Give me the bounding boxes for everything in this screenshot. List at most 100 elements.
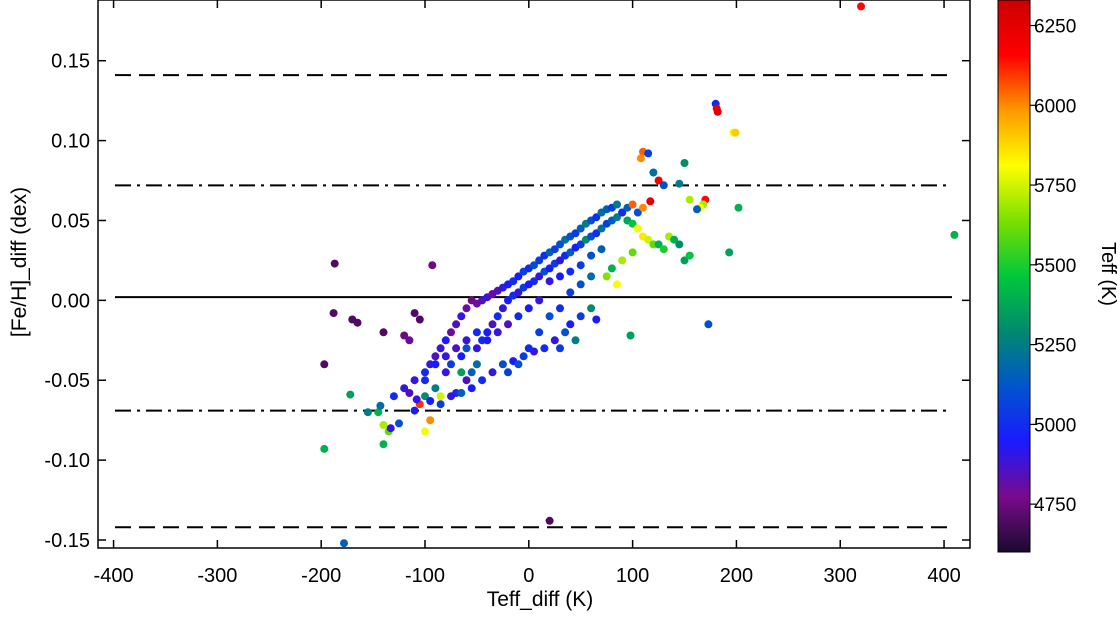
data-point	[472, 344, 481, 353]
data-point	[431, 384, 440, 393]
data-point	[644, 235, 653, 244]
data-point	[353, 318, 362, 327]
x-tick-label: 400	[927, 565, 960, 587]
data-point	[441, 336, 450, 345]
data-point	[530, 261, 538, 270]
x-tick-label: -200	[301, 565, 341, 587]
data-point	[452, 320, 461, 329]
data-point	[488, 320, 497, 329]
data-point	[379, 328, 388, 337]
data-point	[431, 360, 440, 369]
data-point	[535, 296, 544, 305]
data-point	[410, 406, 419, 415]
data-point	[587, 251, 596, 260]
data-point	[462, 304, 471, 313]
data-point	[412, 395, 421, 404]
data-point	[649, 168, 658, 177]
data-point	[436, 344, 445, 353]
data-point	[379, 440, 388, 449]
data-point	[597, 245, 606, 254]
data-point	[509, 277, 518, 286]
data-point	[556, 272, 564, 281]
data-point	[452, 344, 461, 353]
x-tick-label: 200	[720, 565, 753, 587]
data-point	[421, 427, 429, 436]
data-point	[363, 408, 372, 417]
data-point	[545, 264, 554, 273]
data-point	[857, 2, 865, 11]
plot-frame	[97, 0, 971, 549]
data-point	[566, 248, 575, 257]
data-point	[410, 376, 419, 385]
colorbar-tick-label: 5500	[1034, 256, 1076, 277]
data-point	[680, 256, 689, 265]
x-tick-label: 300	[824, 565, 857, 587]
data-point	[556, 344, 564, 353]
data-point	[693, 205, 701, 214]
data-point	[431, 352, 440, 361]
data-point	[556, 304, 564, 313]
data-point	[426, 397, 435, 405]
data-point	[675, 179, 684, 188]
data-point	[447, 328, 455, 337]
y-axis-label: [Fe/H]_diff (dex)	[8, 187, 31, 337]
data-point	[680, 159, 689, 167]
colorbar-tick-label: 5750	[1034, 176, 1076, 197]
data-point	[550, 245, 559, 254]
y-tick-label: 0.00	[51, 290, 90, 312]
data-point	[329, 309, 338, 318]
data-point	[320, 360, 329, 369]
data-point	[628, 219, 637, 228]
y-tick-label: 0.15	[51, 51, 90, 73]
data-point	[950, 230, 959, 239]
data-point	[421, 376, 429, 385]
data-point	[587, 272, 596, 281]
data-point	[628, 248, 637, 257]
data-point	[478, 376, 487, 385]
y-tick-label: -0.10	[44, 450, 90, 472]
data-point	[514, 312, 523, 321]
data-point	[395, 419, 403, 428]
data-point	[654, 240, 663, 249]
data-point	[571, 336, 580, 345]
data-point	[628, 200, 637, 209]
data-point	[540, 344, 549, 353]
x-tick-label: -100	[405, 565, 445, 587]
data-point	[633, 224, 642, 233]
data-point	[457, 312, 466, 321]
data-point	[545, 277, 554, 286]
data-point	[576, 280, 585, 289]
data-point	[602, 272, 611, 281]
x-axis: -400 -300 -200 -100 0 100 200 300 400	[94, 0, 961, 587]
colorbar-tick-label: 4750	[1034, 495, 1076, 516]
data-point	[519, 352, 528, 361]
y-axis: -0.15 -0.10 -0.05 0.00 0.05 0.10 0.15	[44, 51, 970, 552]
data-point	[587, 304, 596, 313]
data-point	[618, 256, 627, 265]
data-point	[613, 280, 621, 289]
data-point	[556, 256, 564, 265]
data-point	[566, 288, 575, 297]
data-point	[592, 229, 601, 238]
colorbar-tick-label: 5000	[1034, 415, 1076, 436]
data-point	[389, 392, 398, 401]
data-point	[535, 328, 544, 337]
data-point	[441, 352, 450, 361]
data-point	[592, 315, 601, 324]
colorbar-ticks: 4750 5000 5250 5500 5750 6000 6250	[1030, 17, 1076, 516]
data-point	[670, 235, 679, 244]
data-point	[633, 208, 642, 217]
colorbar-tick-label: 6250	[1034, 17, 1076, 38]
x-tick-label: -400	[94, 565, 134, 587]
reference-lines	[115, 74, 952, 529]
data-point	[472, 328, 481, 337]
data-point	[731, 128, 740, 137]
data-point	[472, 360, 481, 369]
data-point	[566, 320, 575, 329]
y-tick-label: -0.05	[44, 370, 90, 392]
data-point	[493, 312, 502, 321]
data-point	[483, 336, 492, 345]
y-tick-label: -0.15	[44, 530, 90, 552]
data-point	[340, 539, 348, 548]
